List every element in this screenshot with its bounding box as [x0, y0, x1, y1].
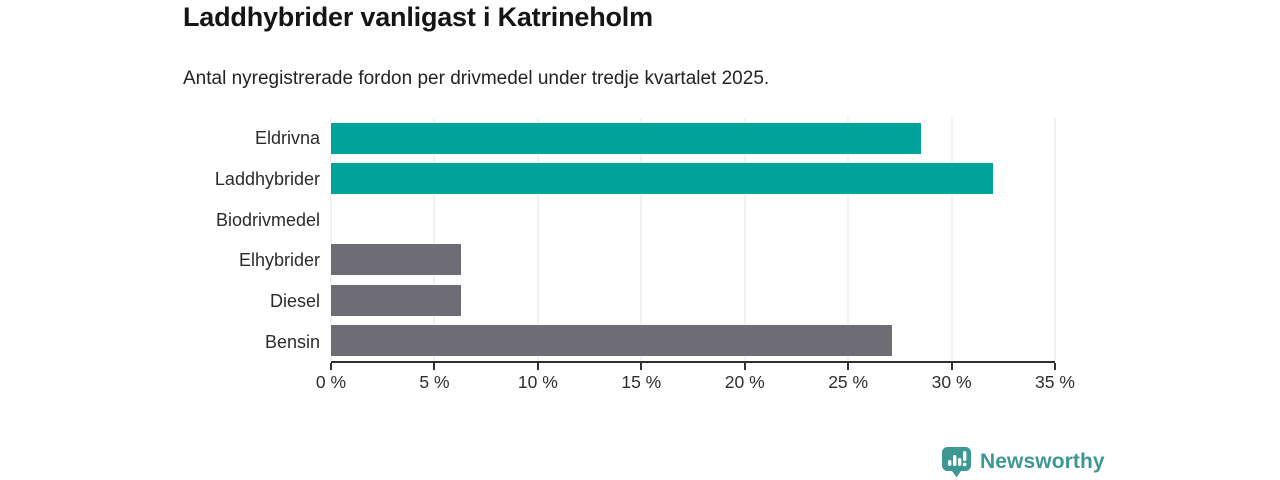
x-axis-tick-label: 5 % [419, 372, 450, 392]
gridline [1054, 118, 1056, 361]
gridline [537, 118, 539, 361]
x-axis-tick-label: 10 % [517, 372, 558, 392]
x-axis-tick [847, 363, 850, 370]
x-axis-tick-label: 30 % [931, 372, 972, 392]
x-axis-tick-label: 0 % [315, 372, 347, 392]
category-label: Diesel [269, 291, 320, 312]
x-axis-tick [743, 363, 746, 370]
chart-title: Laddhybrider vanligast i Katrineholm [183, 2, 653, 32]
x-axis-tick-label: 20 % [724, 372, 765, 392]
x-axis-tick-label: 15 % [621, 372, 662, 392]
category-label: Biodrivmedel [215, 209, 320, 230]
category-label: Elhybrider [238, 250, 320, 271]
gridline [847, 118, 849, 361]
x-axis-tick [330, 363, 332, 370]
bar-diesel [331, 284, 462, 316]
bar-eldrivna [331, 122, 921, 154]
bar-laddhybrider [331, 163, 993, 195]
plot-area: 0 % 5 % 10 % 15 % 20 % 25 % 30 % 35 % [316, 118, 1075, 392]
x-axis-tick-label: 35 % [1035, 372, 1075, 392]
gridline [640, 118, 642, 361]
category-label: Laddhybrider [214, 168, 320, 189]
gridline [744, 118, 746, 361]
gridline [951, 118, 953, 361]
x-axis-tick [433, 363, 436, 370]
bar-row [331, 118, 1055, 159]
bar-row [331, 199, 1055, 240]
x-axis-tick [1054, 363, 1056, 370]
x-axis-tick [536, 363, 539, 370]
category-label: Bensin [264, 331, 320, 352]
bar-row [331, 321, 1055, 362]
bar-bensin [331, 325, 892, 357]
gridline [330, 118, 332, 361]
x-axis-tick [950, 363, 953, 370]
bar-elhybrider [331, 244, 462, 276]
category-label: Eldrivna [254, 128, 320, 148]
newsworthy-bar-chart-bubble-icon [942, 447, 971, 478]
newsworthy-wordmark: Newsworthy [980, 450, 1105, 473]
y-axis-labels: Eldrivna Laddhybrider Biodrivmedel Elhybrid… [0, 118, 320, 363]
x-axis-tick [640, 363, 643, 370]
bar-row [331, 280, 1055, 321]
bar-row [331, 240, 1055, 281]
x-axis-tick-label: 25 % [828, 372, 869, 392]
bar-row [331, 159, 1055, 200]
gridline [433, 118, 435, 361]
chart-subtitle: Antal nyregistrerade fordon per drivmede… [183, 68, 770, 89]
newsworthy-logo[interactable]: Newsworthy [941, 446, 1105, 478]
